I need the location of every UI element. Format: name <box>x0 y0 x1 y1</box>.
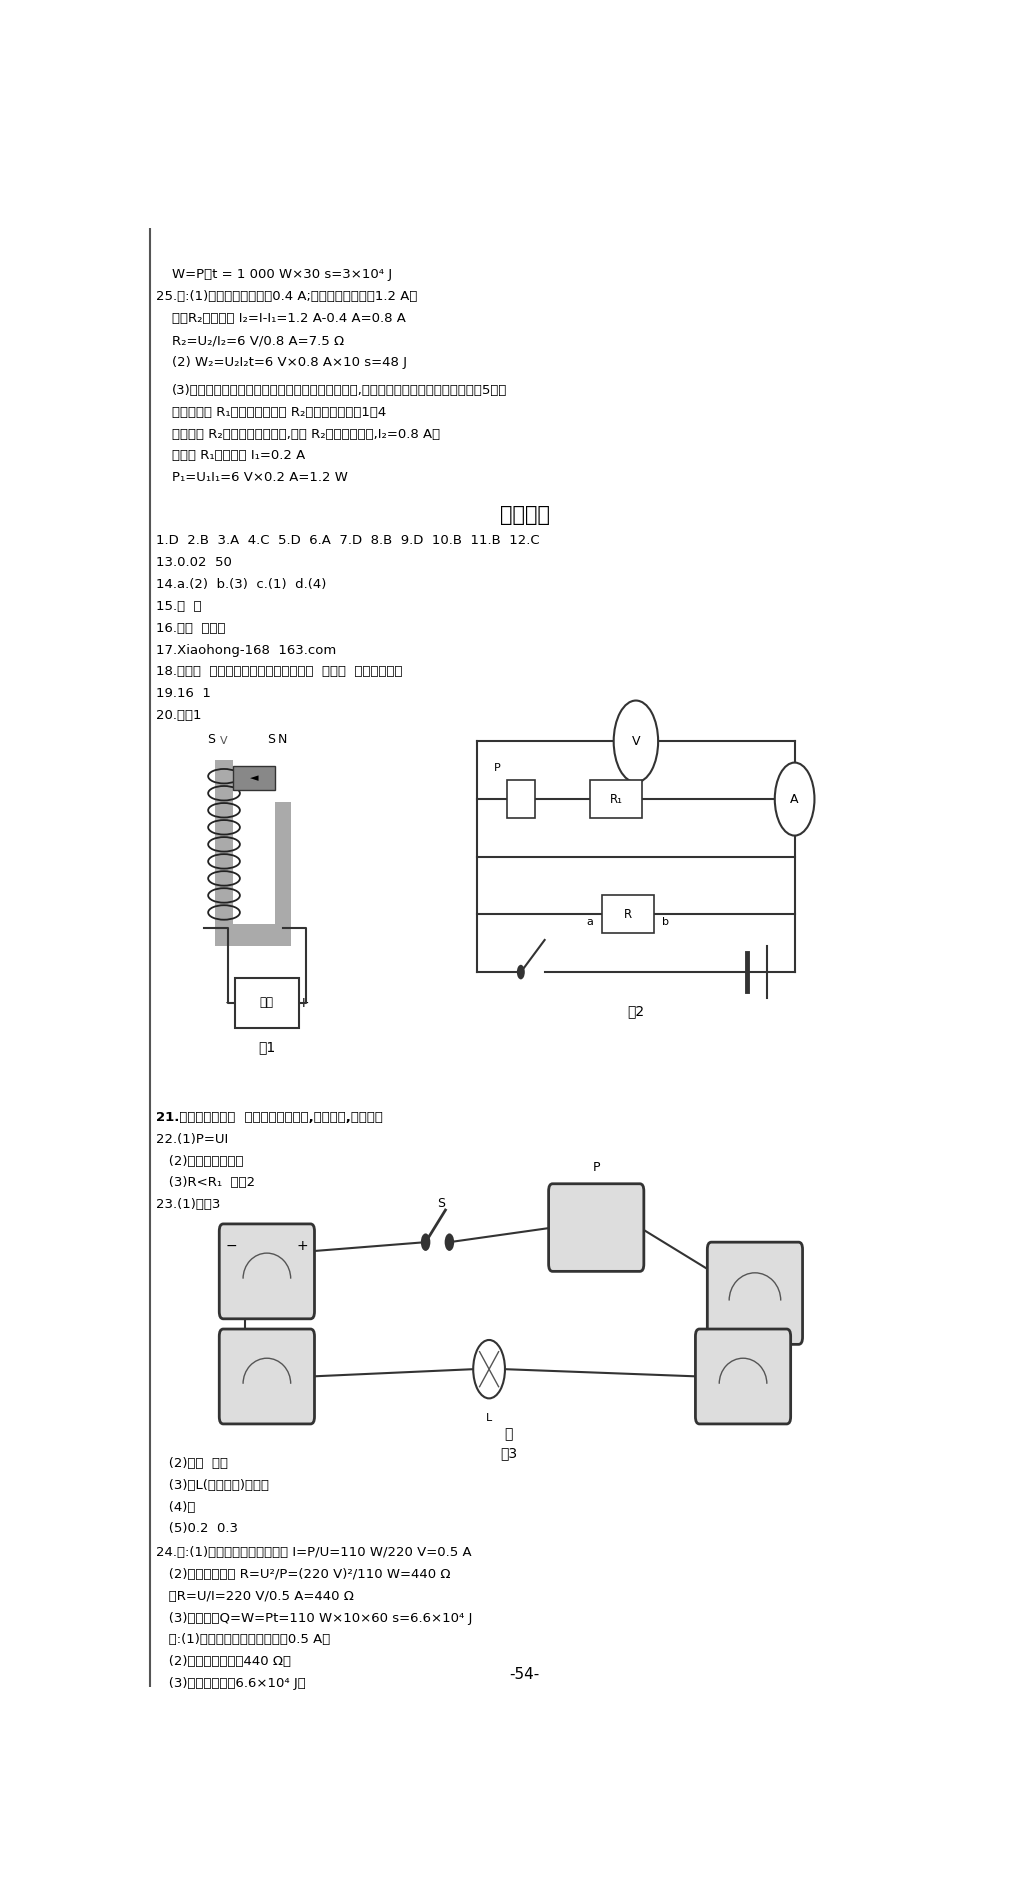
Text: 故电阔 R₁中的电流 I₁=0.2 A: 故电阔 R₁中的电流 I₁=0.2 A <box>172 449 305 463</box>
Bar <box>602 895 653 933</box>
Text: a: a <box>587 916 594 927</box>
Text: L: L <box>486 1413 493 1424</box>
Text: 由于电阔 R₂的阔值和电压不变,电阔 R₂中的电流不变,I₂=0.8 A，: 由于电阔 R₂的阔值和电压不变,电阔 R₂中的电流不变,I₂=0.8 A， <box>172 427 439 440</box>
Text: (2)电压表和电流表: (2)电压表和电流表 <box>156 1155 244 1168</box>
Text: (3)R<R₁  如图2: (3)R<R₁ 如图2 <box>156 1176 255 1189</box>
Text: R: R <box>624 908 632 921</box>
Text: P: P <box>494 762 501 774</box>
Circle shape <box>613 700 658 783</box>
Text: R₁: R₁ <box>609 793 623 806</box>
Bar <box>274 802 291 929</box>
FancyBboxPatch shape <box>219 1225 314 1320</box>
Text: 20.如图1: 20.如图1 <box>156 709 202 722</box>
Text: (2)电烙鐵的电阔为440 Ω。: (2)电烙鐵的电阔为440 Ω。 <box>156 1655 291 1668</box>
Text: 18.电动机  通电导体在磁场中受力而运动  发电机  电磁感应现象: 18.电动机 通电导体在磁场中受力而运动 发电机 电磁感应现象 <box>156 665 402 679</box>
Text: (2)电烙鐵的电阔 R=U²/P=(220 V)²/110 W=440 Ω: (2)电烙鐵的电阔 R=U²/P=(220 V)²/110 W=440 Ω <box>156 1568 451 1581</box>
Text: 17.Xiaohong-168  163.com: 17.Xiaohong-168 163.com <box>156 643 336 656</box>
Text: 图3: 图3 <box>501 1447 517 1460</box>
FancyBboxPatch shape <box>549 1183 644 1272</box>
FancyBboxPatch shape <box>695 1329 791 1424</box>
Text: S: S <box>437 1196 445 1210</box>
Text: 23.(1)如图3: 23.(1)如图3 <box>156 1198 220 1212</box>
Text: ◄: ◄ <box>250 774 258 783</box>
Text: (4)左: (4)左 <box>156 1500 196 1513</box>
Text: 电阔R₂中的电流 I₂=I-I₁=1.2 A-0.4 A=0.8 A: 电阔R₂中的电流 I₂=I-I₁=1.2 A-0.4 A=0.8 A <box>172 313 406 326</box>
Text: V: V <box>220 736 227 745</box>
Circle shape <box>444 1234 455 1251</box>
Text: 14.a.(2)  b.(3)  c.(1)  d.(4): 14.a.(2) b.(3) c.(1) d.(4) <box>156 578 327 592</box>
Circle shape <box>775 762 814 836</box>
Text: +: + <box>297 995 309 1011</box>
Bar <box>232 766 274 789</box>
Text: 22.(1)P=UI: 22.(1)P=UI <box>156 1132 228 1145</box>
FancyBboxPatch shape <box>708 1242 803 1344</box>
Text: (3)产生的热量为6.6×10⁴ J。: (3)产生的热量为6.6×10⁴ J。 <box>156 1678 305 1689</box>
Circle shape <box>517 965 524 980</box>
Text: (3)灯L(或电压表)被短路: (3)灯L(或电压表)被短路 <box>156 1479 268 1492</box>
Text: −: − <box>225 1238 237 1253</box>
FancyBboxPatch shape <box>234 978 299 1028</box>
Text: 答:(1)电烙鐵正常工作的电流为0.5 A。: 答:(1)电烙鐵正常工作的电流为0.5 A。 <box>156 1634 330 1646</box>
Text: 期末检测: 期末检测 <box>500 504 550 525</box>
Circle shape <box>473 1340 505 1399</box>
Text: (5)0.2  0.3: (5)0.2 0.3 <box>156 1522 238 1536</box>
Bar <box>590 779 642 817</box>
Text: N: N <box>279 732 288 745</box>
Text: -54-: -54- <box>510 1667 540 1682</box>
Text: P₁=U₁I₁=6 V×0.2 A=1.2 W: P₁=U₁I₁=6 V×0.2 A=1.2 W <box>172 472 347 483</box>
Text: 21.电流具有热效应  电流和时间相同时,电阔越大,发热越多: 21.电流具有热效应 电流和时间相同时,电阔越大,发热越多 <box>156 1111 383 1124</box>
Text: R₂=U₂/I₂=6 V/0.8 A=7.5 Ω: R₂=U₂/I₂=6 V/0.8 A=7.5 Ω <box>172 334 344 347</box>
Text: W=P额t = 1 000 W×30 s=3×10⁴ J: W=P额t = 1 000 W×30 s=3×10⁴ J <box>172 269 392 281</box>
Text: 故此时电阔 R₁中的电流与电阔 R₂中的电流之比为1：4: 故此时电阔 R₁中的电流与电阔 R₂中的电流之比为1：4 <box>172 406 386 419</box>
Text: 甲: 甲 <box>505 1428 513 1441</box>
Text: V: V <box>632 736 640 747</box>
Text: 24.解:(1)电烙鐵正常工作的电流 I=P/U=110 W/220 V=0.5 A: 24.解:(1)电烙鐵正常工作的电流 I=P/U=110 W/220 V=0.5… <box>156 1545 471 1559</box>
Text: 1.D  2.B  3.A  4.C  5.D  6.A  7.D  8.B  9.D  10.B  11.B  12.C: 1.D 2.B 3.A 4.C 5.D 6.A 7.D 8.B 9.D 10.B… <box>156 535 540 548</box>
Bar <box>215 760 232 929</box>
Text: 图2: 图2 <box>628 1005 644 1018</box>
Text: S: S <box>267 732 274 745</box>
Text: S: S <box>207 732 215 745</box>
Text: b: b <box>663 916 669 927</box>
Text: 15.甲  乙: 15.甲 乙 <box>156 599 202 612</box>
Bar <box>215 923 291 946</box>
Text: 16.磁体  磁感线: 16.磁体 磁感线 <box>156 622 225 635</box>
Text: +: + <box>297 1238 308 1253</box>
Circle shape <box>421 1234 430 1251</box>
Text: A: A <box>791 793 799 806</box>
Text: 25.解:(1)电流表Ⓐ的示数为0.4 A;电流表Ⓑ的示数为1.2 A，: 25.解:(1)电流表Ⓐ的示数为0.4 A;电流表Ⓑ的示数为1.2 A， <box>156 290 417 303</box>
Text: 图1: 图1 <box>258 1041 275 1054</box>
FancyBboxPatch shape <box>219 1329 314 1424</box>
Text: 或R=U/I=220 V/0.5 A=440 Ω: 或R=U/I=220 V/0.5 A=440 Ω <box>156 1589 353 1602</box>
Text: (2)断开  右端: (2)断开 右端 <box>156 1456 227 1469</box>
Text: 电源: 电源 <box>260 995 273 1009</box>
Text: (3)当两个电流表指针偏离零刻度的角度恰好相同时,电流表Ⓑ的示数是电流表Ⓐ示数的5倍。: (3)当两个电流表指针偏离零刻度的角度恰好相同时,电流表Ⓑ的示数是电流表Ⓐ示数的… <box>172 383 507 396</box>
Text: P: P <box>593 1160 600 1174</box>
Text: (3)产生热量Q=W=Pt=110 W×10×60 s=6.6×10⁴ J: (3)产生热量Q=W=Pt=110 W×10×60 s=6.6×10⁴ J <box>156 1612 472 1625</box>
Text: 19.16  1: 19.16 1 <box>156 688 211 700</box>
Text: −: − <box>225 995 237 1011</box>
Text: 13.0.02  50: 13.0.02 50 <box>156 556 231 569</box>
Text: (2) W₂=U₂I₂t=6 V×0.8 A×10 s=48 J: (2) W₂=U₂I₂t=6 V×0.8 A×10 s=48 J <box>172 356 407 370</box>
Bar <box>507 779 535 817</box>
